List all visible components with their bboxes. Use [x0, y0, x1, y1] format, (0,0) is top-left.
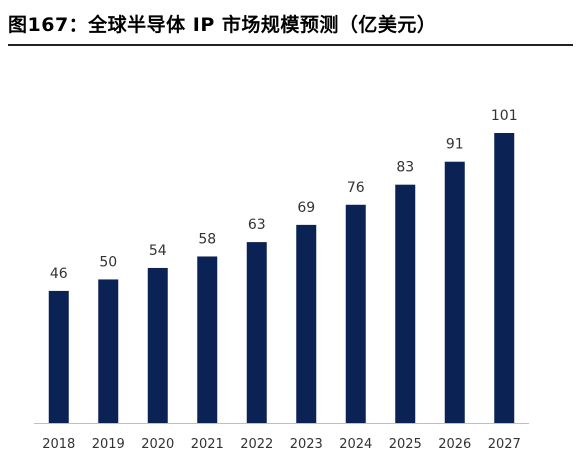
bar-value-label: 76 [347, 180, 365, 196]
x-tick-label: 2021 [191, 437, 224, 452]
bar-2027 [494, 133, 515, 423]
bar-2020 [147, 267, 168, 423]
x-tick-label: 2027 [488, 437, 521, 452]
bar-value-label: 54 [149, 243, 167, 259]
bar-value-label: 91 [446, 137, 464, 153]
x-tick-label: 2020 [141, 437, 174, 452]
x-tick-label: 2019 [92, 437, 125, 452]
bar-value-label: 63 [248, 217, 266, 233]
x-tick-label: 2018 [42, 437, 75, 452]
bar-2024 [345, 204, 366, 423]
x-tick-label: 2026 [438, 437, 471, 452]
bar-2022 [246, 242, 267, 423]
bar-2023 [296, 224, 317, 423]
bar-value-label: 50 [99, 254, 117, 270]
x-tick-label: 2022 [240, 437, 273, 452]
x-tick-label: 2023 [290, 437, 323, 452]
bar-2018 [48, 290, 69, 423]
bar-value-label: 83 [396, 160, 414, 176]
bar-2025 [395, 184, 416, 423]
bar-value-label: 46 [50, 266, 68, 282]
chart-title: 图167：全球半导体 IP 市场规模预测（亿美元） [8, 14, 437, 36]
bar-2026 [444, 161, 465, 423]
bars-group [48, 133, 515, 423]
value-labels-group: 46 50 54 58 63 69 76 83 91 101 [50, 108, 518, 282]
x-tick-labels-group: 2018 2019 2020 2021 2022 2023 2024 2025 2026 2027 [42, 437, 521, 452]
bar-value-label: 58 [198, 231, 216, 247]
bar-value-label: 69 [297, 200, 315, 216]
bar-2021 [197, 256, 218, 423]
x-tick-label: 2024 [339, 437, 372, 452]
x-tick-label: 2025 [389, 437, 422, 452]
bar-value-label: 101 [491, 108, 518, 124]
title-divider [8, 44, 573, 46]
bar-2019 [98, 279, 119, 423]
